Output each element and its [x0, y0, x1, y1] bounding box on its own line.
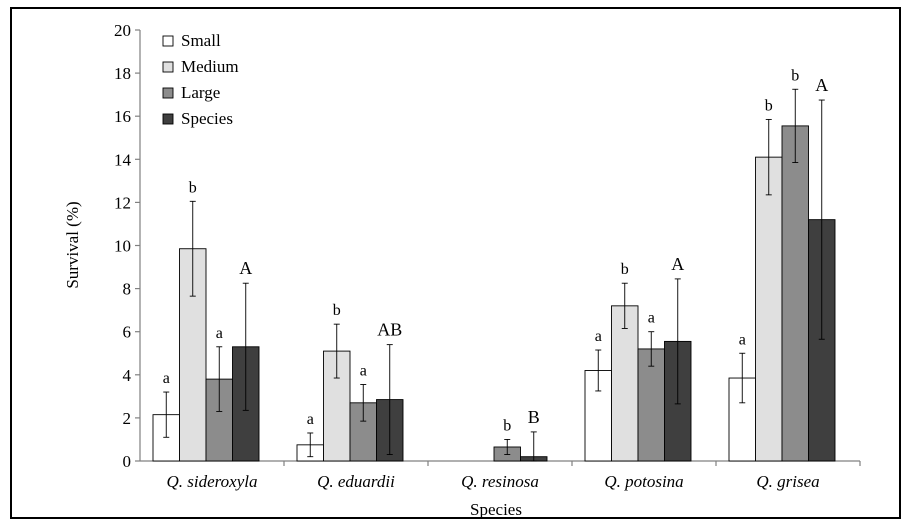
significance-label: B: [528, 407, 540, 427]
y-tick-label: 6: [123, 323, 132, 342]
significance-label: A: [815, 75, 828, 95]
y-tick-label: 0: [123, 452, 132, 471]
significance-label: a: [360, 362, 367, 379]
x-tick-label: Q. potosina: [604, 472, 683, 491]
significance-label: b: [621, 261, 629, 278]
bar: [611, 305, 639, 462]
bar: [781, 125, 809, 462]
legend-swatch: [162, 87, 174, 99]
significance-label: b: [791, 67, 799, 84]
legend-label: Large: [181, 83, 220, 102]
significance-label: b: [503, 417, 511, 434]
significance-label: a: [648, 310, 655, 327]
legend: Small Medium Large Species: [162, 31, 239, 128]
significance-label: b: [765, 97, 773, 114]
significance-label: b: [333, 302, 341, 319]
x-tick-label: Q. sideroxyla: [167, 472, 258, 491]
y-tick-label: 4: [123, 366, 132, 385]
significance-label: A: [671, 254, 684, 274]
y-tick-label: 2: [123, 409, 132, 428]
x-tick-label: Q. eduardii: [317, 472, 395, 491]
significance-label: a: [739, 331, 746, 348]
significance-label: a: [595, 328, 602, 345]
x-tick-label: Q. resinosa: [461, 472, 539, 491]
legend-label: Species: [181, 109, 233, 128]
significance-label: a: [163, 370, 170, 387]
y-tick-label: 12: [114, 193, 131, 212]
y-tick-label: 16: [114, 107, 131, 126]
y-tick-label: 8: [123, 280, 132, 299]
significance-label: b: [189, 179, 197, 196]
y-tick-label: 18: [114, 64, 131, 83]
y-tick-label: 10: [114, 237, 131, 256]
x-tick-label: Q. grisea: [756, 472, 819, 491]
significance-label: AB: [377, 320, 402, 340]
significance-label: A: [239, 258, 252, 278]
y-axis-title: Survival (%): [63, 201, 82, 288]
legend-label: Small: [181, 31, 221, 50]
x-axis-title: Species: [470, 500, 522, 519]
legend-swatch: [162, 35, 174, 47]
legend-label: Medium: [181, 57, 239, 76]
legend-swatch: [162, 113, 174, 125]
significance-label: a: [216, 325, 223, 342]
legend-swatch: [162, 61, 174, 73]
y-tick-label: 20: [114, 21, 131, 40]
bar: [755, 156, 783, 462]
y-tick-label: 14: [114, 150, 132, 169]
axes: 0 2 4 6 8 10 12 14 16 18 20 Q. sideroxyla Q. eduardi…: [114, 21, 861, 491]
bar: [637, 348, 665, 462]
significance-label: a: [307, 411, 314, 428]
